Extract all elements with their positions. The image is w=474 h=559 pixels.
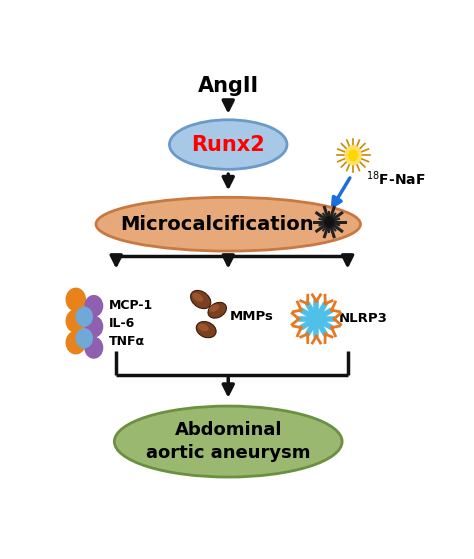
Circle shape: [66, 331, 85, 354]
Text: MMPs: MMPs: [230, 310, 274, 323]
Text: $^{18}$F-NaF: $^{18}$F-NaF: [366, 170, 425, 188]
Ellipse shape: [192, 293, 203, 302]
Circle shape: [313, 315, 320, 323]
Text: Microcalcification: Microcalcification: [120, 215, 314, 234]
Ellipse shape: [114, 406, 342, 477]
Ellipse shape: [170, 120, 287, 169]
Text: Runx2: Runx2: [191, 135, 265, 154]
Ellipse shape: [96, 197, 360, 251]
Ellipse shape: [191, 291, 211, 309]
Circle shape: [85, 296, 102, 316]
Circle shape: [76, 329, 92, 348]
Text: Abdominal
aortic aneurysm: Abdominal aortic aneurysm: [146, 421, 310, 462]
Circle shape: [76, 307, 92, 326]
Circle shape: [325, 217, 334, 227]
Circle shape: [66, 310, 85, 332]
Text: NLRP3: NLRP3: [339, 312, 388, 325]
Circle shape: [349, 150, 357, 160]
Circle shape: [66, 288, 85, 311]
Circle shape: [85, 316, 102, 337]
Circle shape: [85, 338, 102, 358]
Text: MCP-1
IL-6
TNFα: MCP-1 IL-6 TNFα: [109, 299, 153, 348]
Ellipse shape: [198, 324, 209, 331]
Text: AngII: AngII: [198, 77, 259, 97]
Ellipse shape: [196, 321, 216, 338]
Ellipse shape: [209, 305, 219, 312]
Ellipse shape: [208, 302, 227, 318]
Circle shape: [345, 146, 361, 165]
